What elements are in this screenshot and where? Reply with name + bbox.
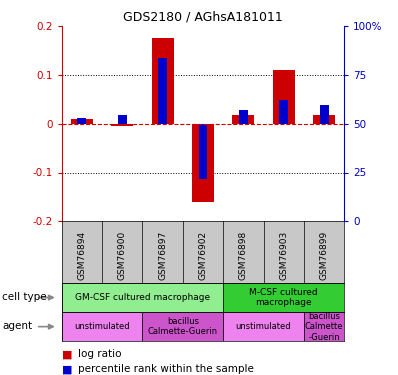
Bar <box>62 283 223 312</box>
Text: log ratio: log ratio <box>78 350 121 359</box>
Bar <box>111 124 133 126</box>
Text: unstimulated: unstimulated <box>236 322 291 331</box>
Bar <box>239 110 248 124</box>
Bar <box>71 119 93 124</box>
Text: agent: agent <box>2 321 32 331</box>
Text: GSM76900: GSM76900 <box>118 231 127 280</box>
Text: ■: ■ <box>62 364 72 374</box>
Bar <box>142 312 223 341</box>
Title: GDS2180 / AGhsA181011: GDS2180 / AGhsA181011 <box>123 11 283 24</box>
Bar <box>279 100 288 124</box>
Text: M-CSF cultured
macrophage: M-CSF cultured macrophage <box>250 288 318 307</box>
Text: GSM76899: GSM76899 <box>320 231 329 280</box>
Bar <box>78 118 86 124</box>
Text: GSM76903: GSM76903 <box>279 231 288 280</box>
Text: GM-CSF cultured macrophage: GM-CSF cultured macrophage <box>75 293 210 302</box>
Text: unstimulated: unstimulated <box>74 322 130 331</box>
Bar <box>273 70 295 124</box>
Text: GSM76898: GSM76898 <box>239 231 248 280</box>
Bar <box>118 115 127 124</box>
Text: ■: ■ <box>62 350 72 359</box>
Bar <box>158 58 167 124</box>
Text: GSM76897: GSM76897 <box>158 231 167 280</box>
Text: GSM76894: GSM76894 <box>77 231 86 280</box>
Bar <box>192 124 214 202</box>
Bar <box>232 115 254 124</box>
Text: bacillus
Calmette-Guerin: bacillus Calmette-Guerin <box>148 317 218 336</box>
Text: bacillus
Calmette
-Guerin: bacillus Calmette -Guerin <box>305 312 343 342</box>
Bar <box>320 105 328 124</box>
Text: percentile rank within the sample: percentile rank within the sample <box>78 364 254 374</box>
Bar <box>152 39 174 124</box>
Bar <box>199 124 207 179</box>
Bar <box>304 312 344 341</box>
Bar <box>313 115 335 124</box>
Bar <box>223 312 304 341</box>
Text: GSM76902: GSM76902 <box>199 231 207 280</box>
Bar <box>62 312 142 341</box>
Text: cell type: cell type <box>2 292 47 302</box>
Bar <box>223 283 344 312</box>
